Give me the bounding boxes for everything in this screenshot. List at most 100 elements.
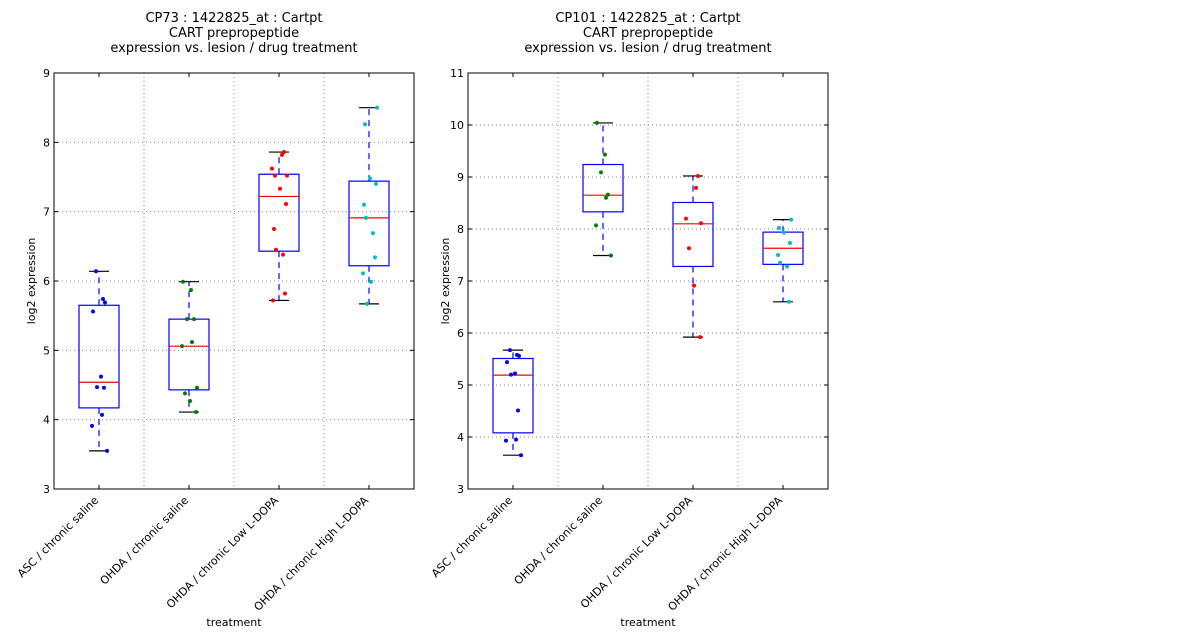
data-point (283, 291, 287, 296)
data-point (778, 260, 782, 265)
iqr-box (168, 318, 210, 391)
data-point (687, 246, 691, 251)
box-1 (492, 348, 534, 458)
data-point (513, 371, 517, 376)
plot-frame (53, 72, 415, 490)
data-point (789, 217, 793, 222)
data-point (189, 288, 193, 293)
data-point (192, 317, 196, 322)
box-2 (168, 279, 210, 415)
data-point (696, 173, 700, 178)
data-point (285, 173, 289, 178)
data-point (504, 438, 508, 443)
data-point (190, 340, 194, 345)
data-point (782, 230, 786, 235)
chart-title-line: expression vs. lesion / drug treatment (524, 41, 771, 56)
data-point (103, 300, 107, 305)
iqr-box (348, 180, 390, 267)
data-point (692, 283, 696, 288)
data-point (274, 247, 278, 252)
iqr-box (492, 357, 534, 434)
y-tick-label: 7 (457, 275, 464, 288)
chart-title-line: expression vs. lesion / drug treatment (110, 41, 357, 56)
data-point (508, 348, 512, 353)
data-point (185, 317, 189, 322)
data-point (362, 202, 366, 207)
box-1 (78, 269, 120, 453)
data-point (94, 269, 98, 274)
data-point (604, 195, 608, 200)
y-tick-label: 10 (450, 119, 464, 132)
data-point (699, 221, 703, 226)
y-tick-label: 6 (43, 275, 50, 288)
data-point (595, 120, 599, 125)
data-point (194, 410, 198, 415)
data-point (188, 398, 192, 403)
data-point (90, 423, 94, 428)
data-point (278, 186, 282, 191)
x-tick-label: OHDA / chronic saline (98, 494, 192, 588)
data-point (99, 374, 103, 379)
data-point (505, 360, 509, 365)
y-tick-label: 3 (43, 483, 50, 496)
data-point (101, 297, 105, 302)
y-tick-label: 8 (457, 223, 464, 236)
chart-title-line: CP101 : 1422825_at : Cartpt (555, 11, 740, 26)
data-point (694, 185, 698, 190)
data-point (594, 223, 598, 228)
data-point (777, 225, 781, 230)
data-point (282, 150, 286, 155)
y-tick-label: 4 (457, 431, 464, 444)
data-point (181, 279, 185, 284)
y-tick-label: 7 (43, 206, 50, 219)
y-tick-label: 11 (450, 67, 464, 80)
data-point (603, 152, 607, 157)
x-tick-label: ASC / chronic saline (429, 494, 515, 580)
data-point (785, 264, 789, 269)
data-point (102, 385, 106, 390)
y-tick-label: 6 (457, 327, 464, 340)
data-point (788, 241, 792, 246)
x-axis-label: treatment (620, 616, 676, 629)
data-point (100, 412, 104, 417)
data-point (375, 105, 379, 110)
data-point (91, 309, 95, 314)
chart-title-line: CP73 : 1422825_at : Cartpt (145, 11, 322, 26)
y-axis-label: log2 expression (25, 238, 38, 325)
data-point (195, 385, 199, 390)
chart-title-line: CART prepropeptide (583, 26, 713, 41)
iqr-box (258, 173, 300, 252)
box-4 (348, 105, 390, 306)
y-tick-label: 5 (457, 379, 464, 392)
data-point (365, 301, 369, 306)
box-3 (672, 173, 714, 340)
data-point (361, 271, 365, 276)
data-point (280, 152, 284, 157)
data-point (509, 372, 513, 377)
data-point (368, 176, 372, 181)
data-point (684, 216, 688, 221)
data-point (787, 299, 791, 304)
data-point (516, 408, 520, 413)
data-point (371, 231, 375, 236)
data-point (364, 215, 368, 220)
data-point (180, 344, 184, 349)
data-point (698, 335, 702, 340)
data-point (514, 437, 518, 442)
data-point (273, 173, 277, 178)
data-point (95, 385, 99, 390)
data-point (519, 453, 523, 458)
iqr-box (582, 163, 624, 213)
data-point (517, 353, 521, 358)
data-point (599, 170, 603, 175)
data-point (369, 279, 373, 284)
y-axis-label: log2 expression (439, 238, 452, 325)
data-point (374, 181, 378, 186)
x-tick-label: ASC / chronic saline (15, 494, 101, 580)
plot-frame (467, 72, 829, 490)
data-point (271, 298, 275, 303)
y-tick-label: 3 (457, 483, 464, 496)
